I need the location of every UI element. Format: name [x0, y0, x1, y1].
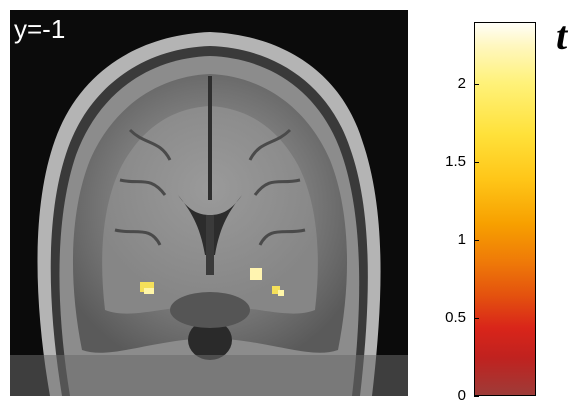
- brain-image: [10, 10, 408, 396]
- colorbar-tick-mark: [474, 318, 479, 320]
- colorbar-title: t: [556, 13, 568, 58]
- slice-coordinate-label: y=-1: [14, 14, 66, 44]
- colorbar-tick-mark: [474, 84, 479, 86]
- activation-blob-left: [140, 282, 154, 292]
- colorbar-tick-mark: [474, 240, 479, 242]
- activation-blob-right: [250, 268, 262, 280]
- colorbar-tick-label: 0: [457, 387, 466, 404]
- colorbar-tick-mark: [474, 396, 479, 397]
- colorbar-tick-label: 1.5: [445, 153, 466, 171]
- colorbar-tick-mark: [474, 162, 479, 164]
- colorbar: [474, 22, 536, 396]
- mri-coronal-slice: y=-1: [10, 10, 408, 396]
- colorbar-tick-label: 0.5: [445, 309, 466, 327]
- colorbar-tick-label: 1: [457, 231, 466, 249]
- colorbar-tick-label: 2: [457, 75, 466, 93]
